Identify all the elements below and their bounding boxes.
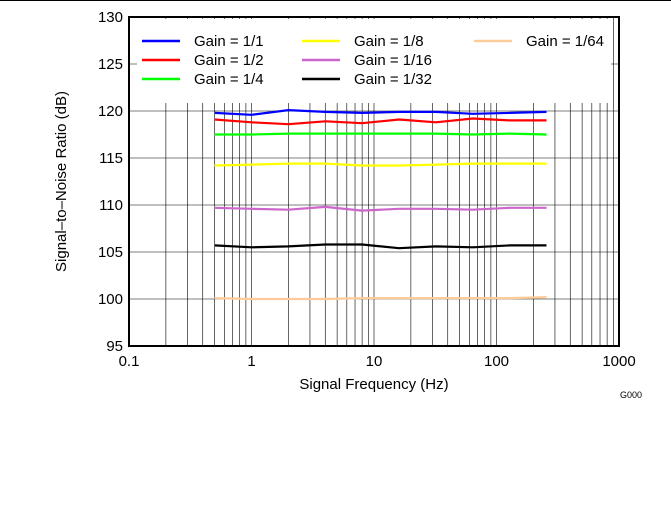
- legend: Gain = 1/1 Gain = 1/2 Gain = 1/4 Gain = 1/8…: [137, 19, 611, 103]
- x-tick-label: 10: [366, 353, 383, 370]
- legend-label-5: Gain = 1/16: [354, 52, 432, 69]
- legend-box: [137, 19, 611, 103]
- top-rule: [0, 0, 671, 1]
- y-tick-label: 130: [98, 9, 123, 26]
- series-line-5: [214, 205, 547, 212]
- x-axis-label: Signal Frequency (Hz): [299, 376, 448, 393]
- legend-label-2: Gain = 1/2: [194, 52, 264, 69]
- series-lines: [214, 108, 547, 301]
- series-line-3: [214, 132, 547, 136]
- series-line-2: [214, 117, 547, 126]
- series-line-7: [214, 296, 547, 301]
- legend-label-7: Gain = 1/64: [526, 33, 604, 50]
- y-tick-label: 105: [98, 244, 123, 261]
- y-tick-label: 125: [98, 56, 123, 73]
- legend-label-6: Gain = 1/32: [354, 71, 432, 88]
- figure-id: G000: [620, 390, 642, 400]
- legend-label-4: Gain = 1/8: [354, 33, 424, 50]
- series-line-4: [214, 162, 547, 167]
- x-tick-label: 1: [247, 353, 255, 370]
- x-tick-label: 100: [484, 353, 509, 370]
- legend-label-1: Gain = 1/1: [194, 33, 264, 50]
- plot-frame: [128, 16, 620, 347]
- series-line-6: [214, 243, 547, 250]
- y-tick-label: 110: [99, 197, 123, 214]
- series-line-1: [214, 108, 547, 116]
- y-axis-label: Signal–to–Noise Ratio (dB): [53, 91, 70, 272]
- y-tick-label: 115: [99, 150, 123, 167]
- x-tick-labels: 0.1 1 10 100 1000: [119, 353, 636, 370]
- y-tick-labels: 95 100 105 110 115 120 125 130: [98, 9, 123, 355]
- y-tick-label: 100: [98, 291, 123, 308]
- x-tick-label: 1000: [602, 353, 635, 370]
- legend-label-3: Gain = 1/4: [194, 71, 264, 88]
- x-tick-label: 0.1: [119, 353, 140, 370]
- y-tick-label: 95: [106, 338, 123, 355]
- y-tick-label: 120: [98, 103, 123, 120]
